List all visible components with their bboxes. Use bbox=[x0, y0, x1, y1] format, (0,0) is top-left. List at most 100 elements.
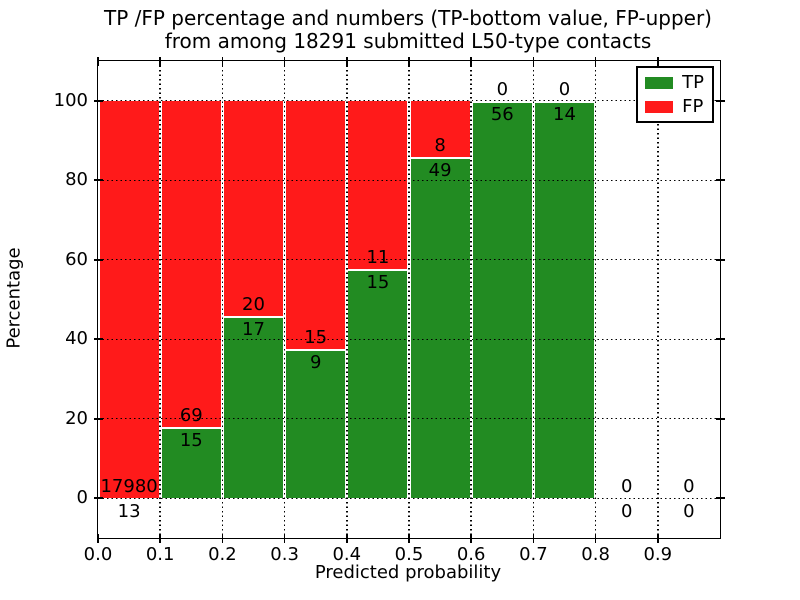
value-label-tp-8: 0 bbox=[620, 501, 633, 523]
x-tick-bottom-0.3 bbox=[283, 533, 286, 543]
bar-0-fp-segment bbox=[98, 100, 160, 498]
gridline-x-0.9 bbox=[657, 61, 659, 538]
value-label-tp-6: 56 bbox=[490, 103, 514, 125]
value-label-tp-9: 0 bbox=[683, 501, 695, 523]
bar-2-fp-segment bbox=[222, 100, 285, 316]
x-axis-label: Predicted probability bbox=[314, 562, 502, 583]
x-tick-top-0.7 bbox=[532, 56, 535, 66]
bar-6-tp-segment bbox=[471, 100, 533, 499]
bar-1-fp-segment bbox=[160, 100, 222, 428]
y-tick-label-100: 100 bbox=[53, 89, 88, 111]
value-label-tp-2: 17 bbox=[242, 318, 265, 340]
y-tick-left-20 bbox=[93, 417, 103, 420]
x-tick-bottom-0.7 bbox=[532, 533, 535, 543]
value-label-fp-2: 20 bbox=[242, 293, 265, 315]
gridline-x-0.1 bbox=[159, 61, 161, 538]
x-tick-bottom-0.6 bbox=[470, 533, 472, 543]
value-label-tp-5: 49 bbox=[428, 159, 452, 181]
x-tick-bottom-0.2 bbox=[221, 533, 224, 543]
chart-title-line2: from among 18291 submitted L50-type cont… bbox=[164, 29, 652, 53]
y-axis-label: Percentage bbox=[3, 247, 25, 349]
legend-entry-fp: FP bbox=[645, 97, 704, 116]
x-tick-bottom-0 bbox=[97, 533, 99, 543]
gridline-x-0.4 bbox=[346, 61, 348, 538]
legend-label-fp: FP bbox=[682, 96, 704, 117]
bar-5-fp-segment bbox=[409, 100, 471, 157]
x-tick-top-0.5 bbox=[408, 56, 410, 66]
value-label-fp-3: 15 bbox=[304, 327, 328, 349]
y-tick-right-80 bbox=[715, 179, 725, 182]
x-tick-top-0 bbox=[97, 56, 99, 66]
y-tick-label-60: 60 bbox=[65, 248, 88, 270]
x-tick-label-0.2: 0.2 bbox=[208, 544, 237, 565]
gridline-x-0.5 bbox=[408, 61, 410, 538]
tp-swatch-icon bbox=[645, 76, 674, 89]
y-tick-right-20 bbox=[715, 417, 725, 420]
y-tick-left-60 bbox=[93, 258, 103, 261]
x-tick-top-0.8 bbox=[594, 56, 597, 66]
y-tick-label-40: 40 bbox=[65, 328, 88, 350]
value-label-fp-9: 0 bbox=[683, 476, 695, 498]
bar-1-tp-segment bbox=[160, 427, 222, 499]
bar-4-tp-segment bbox=[347, 268, 409, 499]
chart-title: TP /FP percentage and numbers (TP-bottom… bbox=[97, 7, 719, 53]
gridline-x-0.2 bbox=[221, 61, 224, 538]
value-label-fp-0: 17980 bbox=[100, 475, 158, 497]
x-tick-label-0.4: 0.4 bbox=[332, 544, 362, 565]
value-label-fp-7: 0 bbox=[558, 78, 571, 100]
y-tick-right-100 bbox=[715, 99, 725, 102]
bar-7-tp-segment bbox=[533, 100, 596, 499]
x-tick-label-0.7: 0.7 bbox=[519, 544, 548, 565]
x-tick-top-0.6 bbox=[470, 56, 472, 66]
x-tick-label-0.8: 0.8 bbox=[581, 544, 610, 565]
x-tick-label-0.6: 0.6 bbox=[456, 544, 486, 565]
y-tick-left-0 bbox=[93, 497, 103, 500]
y-tick-label-0: 0 bbox=[76, 487, 88, 509]
y-tick-left-80 bbox=[93, 179, 103, 182]
x-tick-label-0.3: 0.3 bbox=[270, 544, 299, 565]
x-tick-label-0: 0.0 bbox=[83, 544, 113, 565]
bar-4-fp-segment bbox=[347, 100, 409, 269]
value-label-tp-7: 14 bbox=[553, 103, 576, 125]
bar-5-tp-segment bbox=[409, 156, 471, 499]
value-label-fp-6: 0 bbox=[496, 78, 509, 100]
legend: TP FP bbox=[636, 66, 714, 123]
y-tick-right-60 bbox=[715, 258, 725, 261]
value-label-fp-8: 0 bbox=[620, 476, 633, 498]
x-tick-top-0.3 bbox=[283, 56, 286, 66]
x-tick-label-0.5: 0.5 bbox=[394, 544, 424, 565]
value-label-fp-4: 11 bbox=[366, 246, 390, 268]
y-tick-right-0 bbox=[715, 497, 725, 500]
x-tick-top-0.1 bbox=[159, 56, 161, 66]
legend-entry-tp: TP bbox=[645, 73, 704, 92]
y-tick-right-40 bbox=[715, 338, 725, 341]
x-tick-bottom-0.1 bbox=[159, 533, 161, 543]
value-label-tp-0: 13 bbox=[117, 500, 141, 522]
bar-3-fp-segment bbox=[285, 100, 347, 350]
fp-swatch-icon bbox=[645, 100, 674, 113]
y-tick-label-20: 20 bbox=[65, 407, 88, 429]
legend-label-tp: TP bbox=[682, 72, 704, 93]
bar-3-tp-segment bbox=[285, 349, 347, 499]
value-label-tp-3: 9 bbox=[309, 352, 322, 374]
value-label-fp-1: 69 bbox=[179, 405, 203, 427]
gridline-x-0.8 bbox=[594, 61, 597, 538]
y-tick-label-80: 80 bbox=[65, 169, 88, 191]
y-tick-left-40 bbox=[93, 338, 103, 341]
value-label-tp-1: 15 bbox=[179, 430, 203, 452]
gridline-x-0.3 bbox=[283, 61, 286, 538]
gridline-x-0.6 bbox=[470, 61, 472, 538]
plot-area: TP FP 0 20 40 60 80 100 0.0 0.1 0.2 0.3 0.4 0.5 0.6 0… bbox=[54, 56, 725, 565]
value-label-tp-4: 15 bbox=[366, 271, 390, 293]
chart-title-line1: TP /FP percentage and numbers (TP-bottom… bbox=[104, 6, 712, 30]
x-tick-top-0.2 bbox=[221, 56, 224, 66]
value-label-fp-5: 8 bbox=[434, 134, 446, 156]
x-tick-bottom-0.4 bbox=[346, 533, 348, 543]
y-tick-left-100 bbox=[93, 99, 103, 102]
x-tick-bottom-0.5 bbox=[408, 533, 410, 543]
bar-2-tp-segment bbox=[222, 315, 285, 499]
x-tick-top-0.4 bbox=[346, 56, 348, 66]
x-tick-bottom-0.8 bbox=[594, 533, 597, 543]
gridline-x-0.7 bbox=[532, 61, 535, 538]
